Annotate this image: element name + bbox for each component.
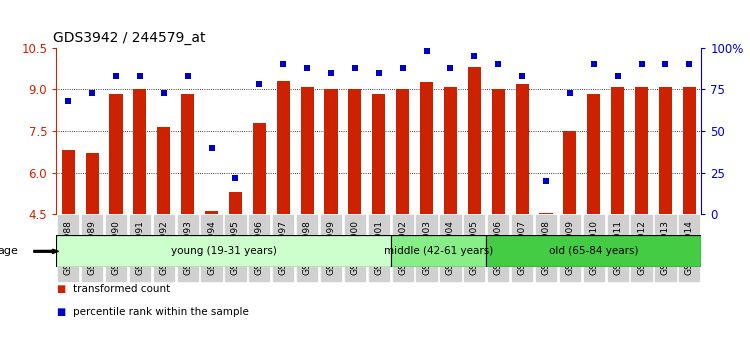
Bar bbox=[86, 153, 99, 214]
Bar bbox=[635, 87, 648, 214]
Bar bbox=[205, 211, 218, 214]
Bar bbox=[110, 93, 122, 214]
Point bbox=[182, 73, 194, 79]
Point bbox=[86, 90, 98, 96]
Bar bbox=[181, 93, 194, 214]
Bar bbox=[468, 67, 481, 214]
Bar bbox=[563, 131, 577, 214]
Bar bbox=[682, 87, 696, 214]
Point bbox=[254, 81, 266, 87]
Bar bbox=[229, 192, 242, 214]
Bar bbox=[391, 235, 486, 267]
Point bbox=[659, 62, 671, 67]
Text: ■: ■ bbox=[56, 284, 65, 293]
Text: transformed count: transformed count bbox=[73, 284, 170, 293]
Point bbox=[540, 178, 552, 184]
Point bbox=[516, 73, 528, 79]
Bar bbox=[611, 87, 624, 214]
Text: young (19-31 years): young (19-31 years) bbox=[170, 246, 277, 256]
Point bbox=[206, 145, 218, 150]
Point bbox=[158, 90, 170, 96]
Bar bbox=[158, 127, 170, 214]
Point bbox=[349, 65, 361, 70]
Point bbox=[230, 175, 242, 181]
Bar bbox=[658, 87, 672, 214]
Text: percentile rank within the sample: percentile rank within the sample bbox=[73, 307, 248, 316]
Point bbox=[62, 98, 74, 104]
Bar bbox=[587, 93, 600, 214]
Point bbox=[421, 48, 433, 54]
Bar bbox=[372, 93, 386, 214]
Bar bbox=[301, 87, 313, 214]
Bar bbox=[325, 89, 338, 214]
Text: GDS3942 / 244579_at: GDS3942 / 244579_at bbox=[53, 32, 206, 45]
Bar bbox=[486, 235, 701, 267]
Point bbox=[468, 53, 480, 59]
Bar bbox=[396, 89, 410, 214]
Point bbox=[301, 65, 313, 70]
Point bbox=[373, 70, 385, 76]
Bar bbox=[62, 150, 75, 214]
Bar bbox=[515, 84, 529, 214]
Text: age: age bbox=[0, 246, 18, 256]
Point bbox=[588, 62, 600, 67]
Text: middle (42-61 years): middle (42-61 years) bbox=[384, 246, 493, 256]
Point bbox=[445, 65, 457, 70]
Bar bbox=[277, 81, 290, 214]
Text: ■: ■ bbox=[56, 307, 65, 316]
Point bbox=[397, 65, 409, 70]
Bar bbox=[420, 82, 433, 214]
Bar bbox=[492, 89, 505, 214]
Bar bbox=[56, 235, 391, 267]
Point bbox=[278, 62, 290, 67]
Point bbox=[564, 90, 576, 96]
Bar bbox=[444, 87, 457, 214]
Point bbox=[683, 62, 695, 67]
Point bbox=[635, 62, 647, 67]
Point bbox=[110, 73, 122, 79]
Bar bbox=[348, 89, 361, 214]
Point bbox=[325, 70, 337, 76]
Point bbox=[134, 73, 146, 79]
Point bbox=[492, 62, 504, 67]
Bar bbox=[253, 123, 266, 214]
Text: old (65-84 years): old (65-84 years) bbox=[549, 246, 638, 256]
Bar bbox=[539, 213, 553, 214]
Point bbox=[612, 73, 624, 79]
Bar bbox=[134, 89, 146, 214]
